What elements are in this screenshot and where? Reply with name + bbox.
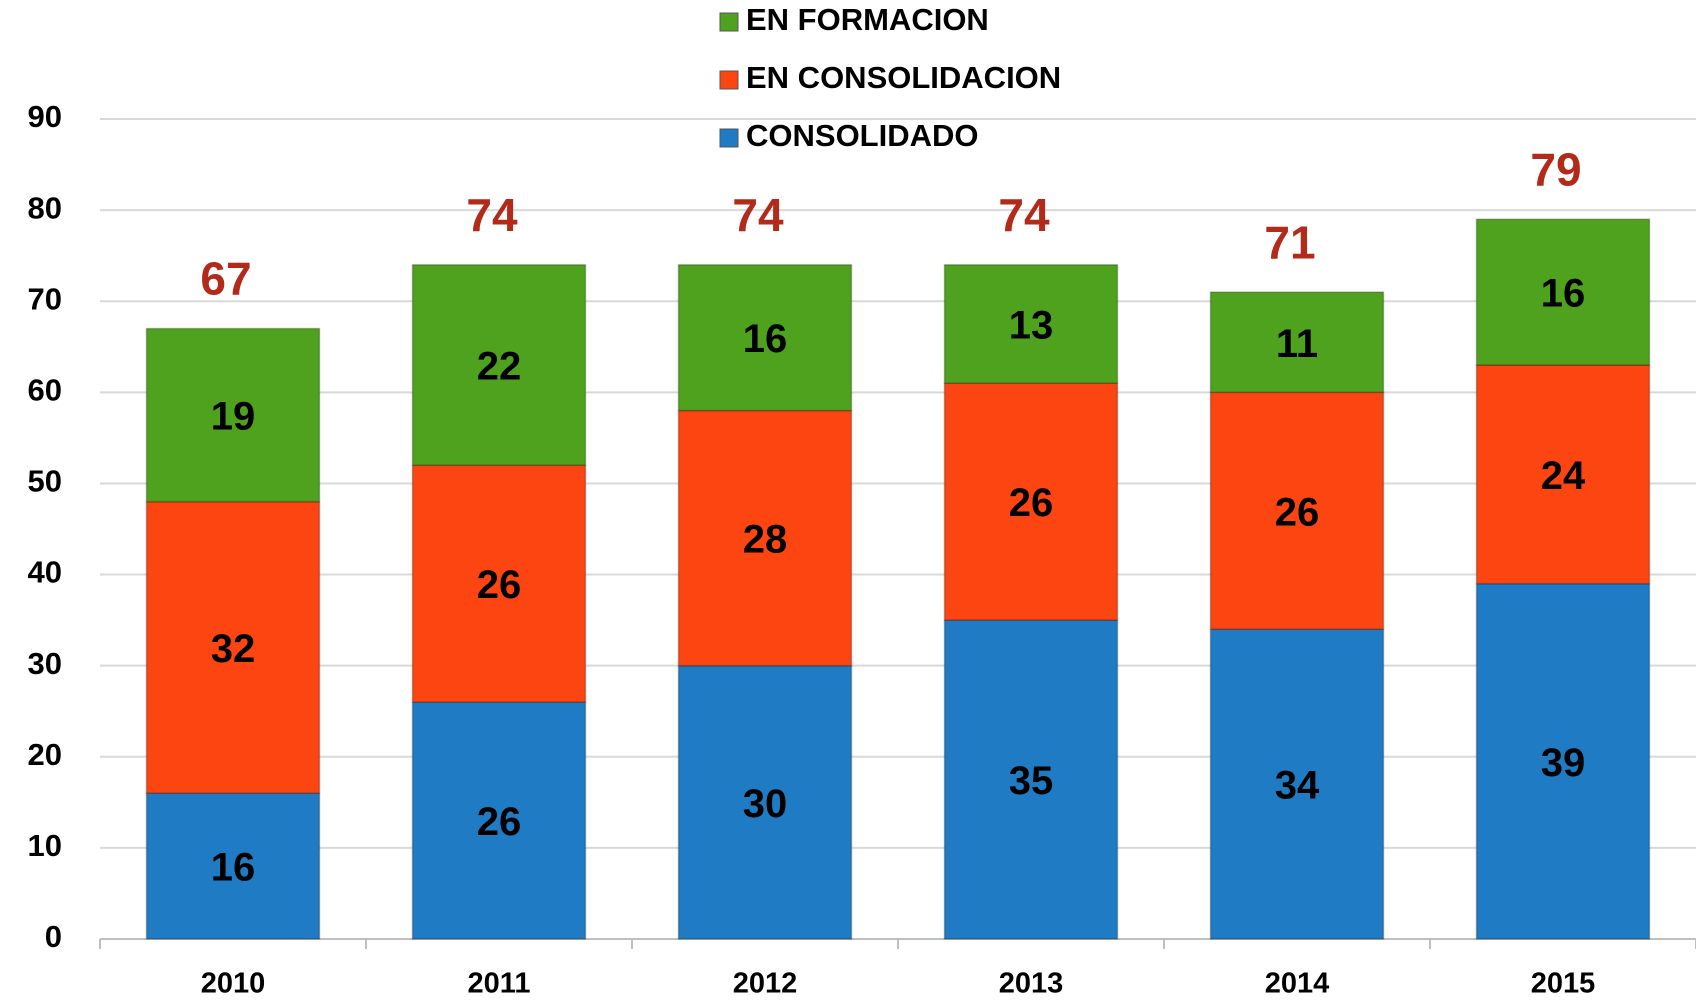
legend-swatch — [719, 70, 739, 90]
bar-segment — [411, 464, 587, 703]
bar-segment — [1475, 364, 1651, 585]
data-label: 26 — [1275, 490, 1320, 534]
total-label: 71 — [1264, 216, 1315, 268]
bar-segment — [411, 701, 587, 940]
x-tick-label: 2011 — [468, 968, 531, 1000]
legend-label: CONSOLIDADO — [746, 118, 979, 153]
data-label: 16 — [211, 846, 256, 890]
bar-segment — [1475, 582, 1651, 940]
total-label: 74 — [466, 189, 518, 241]
data-label: 26 — [1009, 481, 1054, 525]
x-tick-label: 2012 — [733, 968, 798, 1000]
legend-label: EN FORMACION — [746, 2, 989, 37]
x-tick-label: 2014 — [1265, 968, 1330, 1000]
y-tick-label: 50 — [28, 464, 62, 499]
x-tick-label: 2015 — [1531, 968, 1596, 1000]
data-label: 34 — [1275, 764, 1320, 808]
bar-segment — [1209, 628, 1385, 940]
data-label: 24 — [1541, 454, 1586, 498]
y-tick-label: 30 — [28, 646, 62, 681]
data-label: 26 — [477, 800, 522, 844]
y-tick-label: 0 — [45, 919, 62, 954]
data-label: 16 — [1541, 272, 1586, 316]
bar-segment — [1475, 218, 1651, 366]
bar-segment — [943, 619, 1119, 940]
data-label: 32 — [211, 627, 256, 671]
y-tick-label: 80 — [28, 190, 62, 225]
y-tick-label: 20 — [28, 737, 62, 772]
y-tick-label: 10 — [28, 828, 62, 863]
data-label: 16 — [743, 317, 788, 361]
bar-segment — [145, 327, 321, 503]
data-label: 11 — [1276, 322, 1318, 366]
data-label: 22 — [477, 345, 522, 389]
y-tick-label: 70 — [28, 281, 62, 316]
total-label: 74 — [998, 189, 1050, 241]
bar-segment — [145, 500, 321, 794]
bar-segment — [677, 409, 853, 667]
data-label: 35 — [1009, 759, 1054, 803]
bar-segment — [943, 382, 1119, 621]
total-label: 74 — [732, 189, 784, 241]
bar-segment — [1209, 291, 1385, 394]
data-label: 39 — [1541, 741, 1586, 785]
bar-segment — [145, 792, 321, 940]
data-label: 26 — [477, 563, 522, 607]
y-tick-label: 60 — [28, 373, 62, 408]
legend-swatch — [719, 128, 739, 148]
bar-segment — [677, 664, 853, 940]
x-tick-label: 2010 — [201, 968, 266, 1000]
y-tick-label: 40 — [28, 555, 62, 590]
data-label: 30 — [743, 782, 788, 826]
total-label: 67 — [200, 253, 251, 305]
data-label: 28 — [743, 518, 788, 562]
x-tick-label: 2013 — [999, 968, 1064, 1000]
data-label: 19 — [211, 395, 256, 439]
legend-label: EN CONSOLIDACION — [746, 60, 1061, 95]
bar-segment — [677, 264, 853, 412]
legend-swatch — [719, 12, 739, 32]
data-label: 13 — [1009, 304, 1054, 348]
bar-segment — [943, 264, 1119, 384]
y-tick-label: 90 — [28, 99, 62, 134]
bar-segment — [1209, 391, 1385, 630]
bar-segment — [411, 264, 587, 466]
total-label: 79 — [1530, 143, 1581, 195]
